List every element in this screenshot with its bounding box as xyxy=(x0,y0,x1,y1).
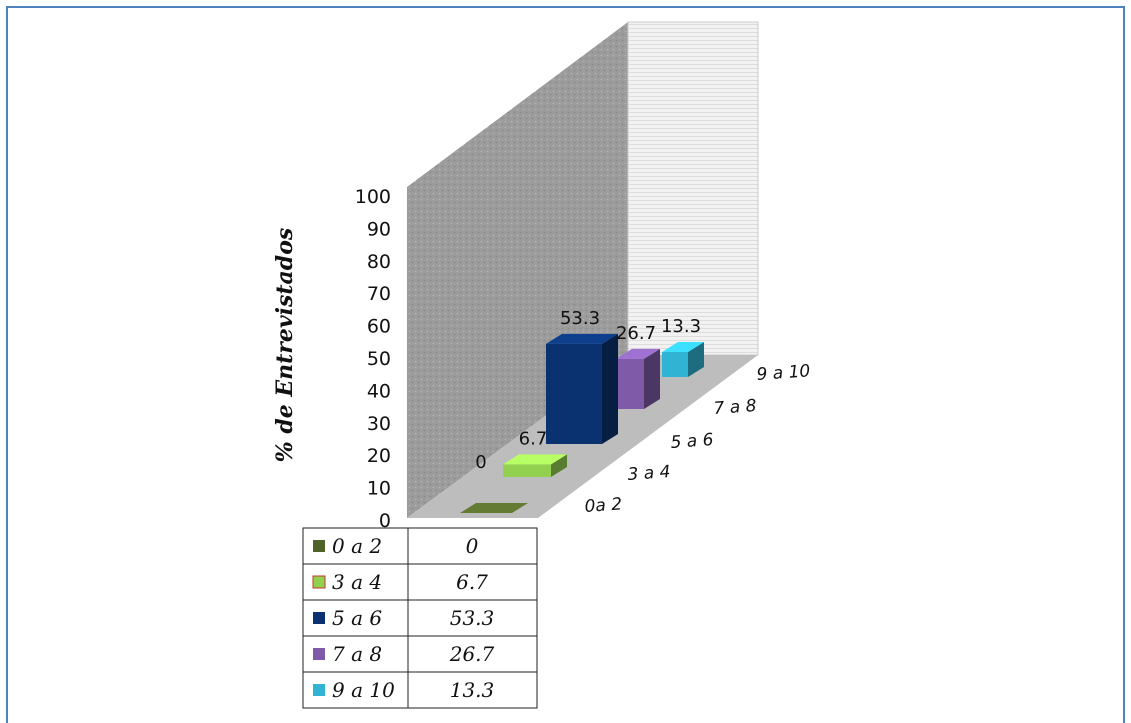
table-value: 6.7 xyxy=(456,570,488,594)
data-labels: 13.326.7 53.3 6.7 0 xyxy=(475,308,701,473)
y-ticks: 0 10 20 30 40 50 60 70 80 90 100 xyxy=(355,186,391,532)
legend-swatch xyxy=(313,612,325,624)
y-axis-title: % de Entrevistados xyxy=(272,228,298,463)
legend-label: 7 a 8 xyxy=(332,642,382,666)
legend-label: 9 a 10 xyxy=(332,678,395,702)
bar-top xyxy=(662,342,704,353)
data-table: 0 a 2 0 3 a 4 6.7 5 a 6 53.3 7 a 8 26.7 9 a 10 13… xyxy=(302,527,538,709)
table-row: 7 a 8 26.7 xyxy=(313,642,495,666)
bar-top xyxy=(460,503,528,513)
bar-top xyxy=(616,348,660,359)
y-tick-label: 70 xyxy=(367,283,391,305)
category-label: 0a 2 xyxy=(584,494,623,517)
bar-0 xyxy=(460,503,528,513)
table-border xyxy=(302,527,538,709)
y-tick-label: 0 xyxy=(379,510,391,532)
bar-side xyxy=(688,342,704,377)
y-tick-label: 20 xyxy=(367,445,391,467)
bar-3 xyxy=(616,348,660,409)
bars xyxy=(460,333,704,513)
table-row: 9 a 10 13.3 xyxy=(313,678,494,702)
bar-front xyxy=(503,464,551,477)
data-label: 6.7 xyxy=(519,428,548,449)
bar-front xyxy=(662,352,688,377)
y-tick-label: 10 xyxy=(367,478,391,500)
legend-swatch xyxy=(313,648,325,660)
y-tick-label: 50 xyxy=(367,348,391,370)
bar-top xyxy=(546,333,618,344)
legend-swatch xyxy=(312,575,326,589)
side-wall xyxy=(627,21,759,356)
table-value: 53.3 xyxy=(450,606,495,630)
category-label: 7 a 8 xyxy=(713,396,757,419)
bar-side xyxy=(602,333,618,444)
data-label: 0 xyxy=(475,452,486,473)
y-tick-label: 40 xyxy=(367,380,391,402)
legend-label: 0 a 2 xyxy=(332,534,382,558)
y-tick-label: 60 xyxy=(367,316,391,338)
y-tick-label: 90 xyxy=(367,218,391,240)
table-row: 0 a 2 0 xyxy=(313,534,479,558)
y-tick-label: 30 xyxy=(367,413,391,435)
category-labels: 0a 23 a 4 5 a 6 7 a 8 9 a 10 xyxy=(584,361,811,517)
table-value: 13.3 xyxy=(450,678,495,702)
table-value: 26.7 xyxy=(449,642,495,666)
y-tick-label: 100 xyxy=(355,186,391,208)
y-tick-label: 80 xyxy=(367,251,391,273)
legend-swatch xyxy=(313,540,325,552)
bar-front xyxy=(546,343,602,444)
legend-label: 3 a 4 xyxy=(332,570,382,594)
bar-side xyxy=(644,348,660,409)
bar-front xyxy=(616,358,644,409)
bar-top xyxy=(503,454,567,465)
table-row: 3 a 4 6.7 xyxy=(312,570,488,594)
data-label: 13.3 xyxy=(661,316,701,337)
category-label: 5 a 6 xyxy=(670,430,714,453)
bar-side xyxy=(551,454,567,477)
category-label: 9 a 10 xyxy=(756,361,811,385)
table-value: 0 xyxy=(466,534,479,558)
data-label: 53.3 xyxy=(560,308,600,329)
table-row: 5 a 6 53.3 xyxy=(313,606,494,630)
bar-1 xyxy=(503,454,567,477)
data-label: 26.7 xyxy=(616,323,656,344)
legend-swatch xyxy=(313,684,325,696)
chart-frame xyxy=(6,6,1125,723)
bar-4 xyxy=(662,342,704,377)
category-label: 3 a 4 xyxy=(627,462,671,485)
legend-label: 5 a 6 xyxy=(332,606,382,630)
bar-2 xyxy=(546,333,618,444)
